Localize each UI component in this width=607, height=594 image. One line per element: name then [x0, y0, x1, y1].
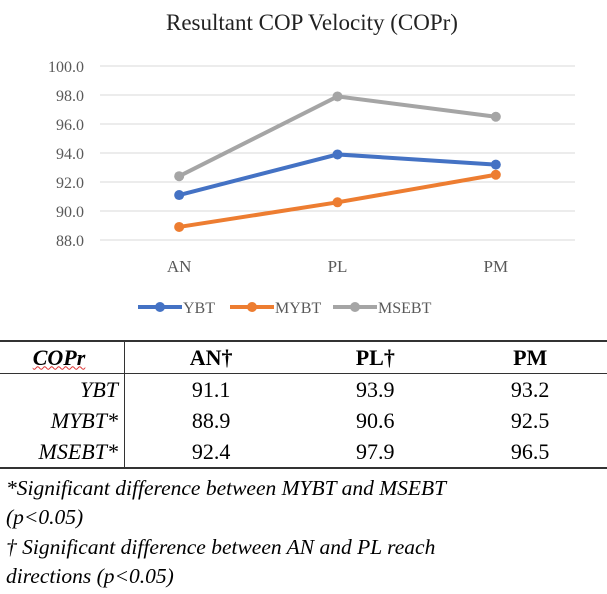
y-tick-label: 94.0 — [56, 146, 84, 163]
footnote-2-cont: directions (p<0.05) — [6, 564, 174, 588]
y-tick-label: 90.0 — [56, 204, 84, 221]
cell: 90.6 — [356, 407, 395, 433]
table-row: MSEBT* 92.4 97.9 96.5 — [0, 436, 607, 469]
y-tick-label: 96.0 — [56, 117, 84, 134]
footnote-1-cont: (p<0.05) — [6, 505, 84, 529]
row-label: MYBT* — [0, 405, 125, 436]
cell: 88.9 — [191, 407, 231, 433]
y-tick-label: 100.0 — [48, 59, 84, 76]
row-label: YBT — [0, 373, 125, 405]
table-row: MYBT* 88.9 90.6 92.5 — [0, 405, 607, 436]
data-point-msebt — [332, 91, 343, 102]
x-tick-label: AN — [167, 257, 192, 276]
legend-label: MSEBT — [378, 300, 432, 317]
cell: 93.9 — [356, 376, 395, 402]
legend-marker — [247, 302, 257, 312]
cell: 93.2 — [510, 376, 550, 402]
cell: 92.5 — [510, 407, 550, 433]
chart-title: Resultant COP Velocity (COPr) — [166, 10, 458, 35]
x-tick-label: PM — [484, 257, 509, 276]
data-point-mybt — [490, 169, 501, 180]
row-label: MSEBT* — [0, 436, 125, 469]
legend-marker — [155, 302, 165, 312]
data-point-msebt — [490, 111, 501, 122]
data-point-mybt — [332, 197, 343, 208]
header-an: AN† — [124, 340, 298, 374]
footnote-1: *Significant difference between MYBT and… — [6, 476, 447, 500]
series-line-ybt — [178, 152, 496, 197]
legend-label: MYBT — [275, 300, 321, 317]
cell: 92.4 — [124, 436, 298, 469]
cell: 97.9 — [297, 436, 454, 469]
y-tick-label: 92.0 — [56, 175, 84, 192]
data-point-ybt — [490, 159, 501, 170]
table-row: YBT 91.1 93.9 93.2 — [0, 373, 607, 405]
data-point-msebt — [174, 171, 185, 182]
footnote-2: † Significant difference between AN and … — [6, 535, 436, 559]
header-copr: COPr — [0, 340, 125, 374]
x-tick-label: PL — [328, 257, 348, 276]
data-point-mybt — [174, 221, 185, 232]
y-tick-label: 98.0 — [56, 88, 84, 105]
cell: 96.5 — [453, 436, 607, 469]
data-point-ybt — [332, 149, 343, 160]
data-point-ybt — [174, 190, 185, 201]
y-tick-label: 88.0 — [56, 233, 84, 250]
legend-marker — [350, 302, 360, 312]
data-table: COPr AN† PL† PM YBT 91.1 93.9 93.2 MYBT* 88.… — [0, 340, 607, 469]
header-pl: PL† — [297, 340, 454, 374]
legend-label: YBT — [183, 300, 215, 317]
series-line-msebt — [178, 94, 497, 178]
line-chart: Resultant COP Velocity (COPr) 100.0 98.0 9… — [48, 10, 575, 317]
header-pm: PM — [453, 340, 607, 374]
cell: 91.1 — [191, 376, 231, 402]
